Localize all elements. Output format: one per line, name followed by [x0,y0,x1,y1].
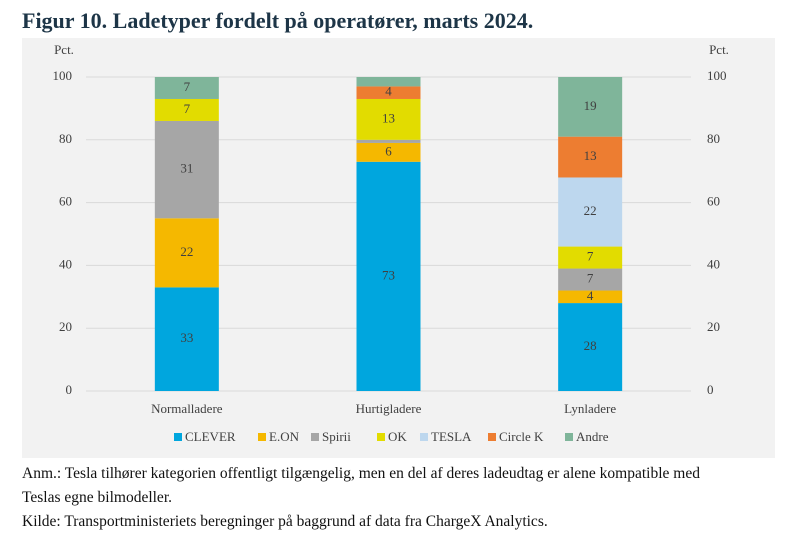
bar-segment [154,120,219,219]
chart: Pct. Pct. 0 20 40 60 80 100 0 20 40 60 80 100 Normal… [22,38,775,458]
y-tick-label: 80 [59,131,72,146]
legend-swatch [488,433,496,441]
legend-swatch [420,433,428,441]
data-label: 22 [180,244,193,259]
data-label: 6 [385,143,392,158]
bar-segment [356,98,421,140]
data-label: 19 [584,98,597,113]
bar-segment [558,77,623,137]
y-tick-label: 100 [53,68,73,83]
legend-label: CLEVER [185,429,236,444]
bar-segment [558,268,623,291]
data-label: 4 [587,288,594,303]
y2-tick-label: 0 [707,382,714,397]
legend-label: TESLA [431,429,472,444]
y-tick-label: 20 [59,319,72,334]
bar-segment [154,77,219,99]
data-label: 4 [385,84,392,99]
y2-tick-label: 40 [707,256,720,271]
bar-segment [558,246,623,269]
y-tick-label: 60 [59,194,72,209]
y2-tick-label: 80 [707,131,720,146]
bar-segment [154,287,219,391]
note: Kilde: Transportministeriets beregninger… [22,513,548,530]
bar-segment [154,98,219,121]
legend-label: Circle K [499,429,544,444]
x-tick-label: Normalladere [151,401,223,416]
legend-label: Andre [576,429,609,444]
data-label: 22 [584,203,597,218]
y2-tick-label: 60 [707,194,720,209]
y2-tick-label: 100 [707,68,727,83]
legend-swatch [311,433,319,441]
legend-label: E.ON [269,429,300,444]
data-label: 33 [180,330,193,345]
data-label: 13 [382,110,395,125]
data-label: 7 [587,271,594,286]
y2-axis-title: Pct. [709,42,729,57]
bar-segment [356,86,421,99]
notes: Anm.: Tesla tilhører kategorien offentli… [22,462,742,534]
bar-segment [558,177,623,247]
x-tick-label: Hurtigladere [356,401,422,416]
bar-segment [154,218,219,288]
legend-swatch [174,433,182,441]
y-tick-label: 0 [66,382,73,397]
data-label: 73 [382,267,395,282]
data-label: 31 [180,161,193,176]
y-tick-label: 40 [59,256,72,271]
legend-swatch [258,433,266,441]
legend-label: OK [388,429,407,444]
note: Anm.: Tesla tilhører kategorien offentli… [22,465,700,506]
bar-segment [356,77,421,87]
data-label: 28 [584,338,597,353]
y-axis-title: Pct. [54,42,74,57]
bar-segment [356,142,421,162]
bar-segment [558,136,623,178]
legend-label: Spirii [322,429,351,444]
bar-segment [356,161,421,391]
chart-title: Figur 10. Ladetyper fordelt på operatøre… [22,8,534,33]
legend-swatch [565,433,573,441]
data-label: 7 [587,249,594,264]
data-label: 7 [184,79,191,94]
data-label: 13 [584,148,597,163]
bar-segment [558,290,623,304]
bar-segment [356,139,421,143]
legend-swatch [377,433,385,441]
data-label: 7 [184,101,191,116]
y2-tick-label: 20 [707,319,720,334]
x-tick-label: Lynladere [564,401,616,416]
bar-segment [558,303,623,391]
